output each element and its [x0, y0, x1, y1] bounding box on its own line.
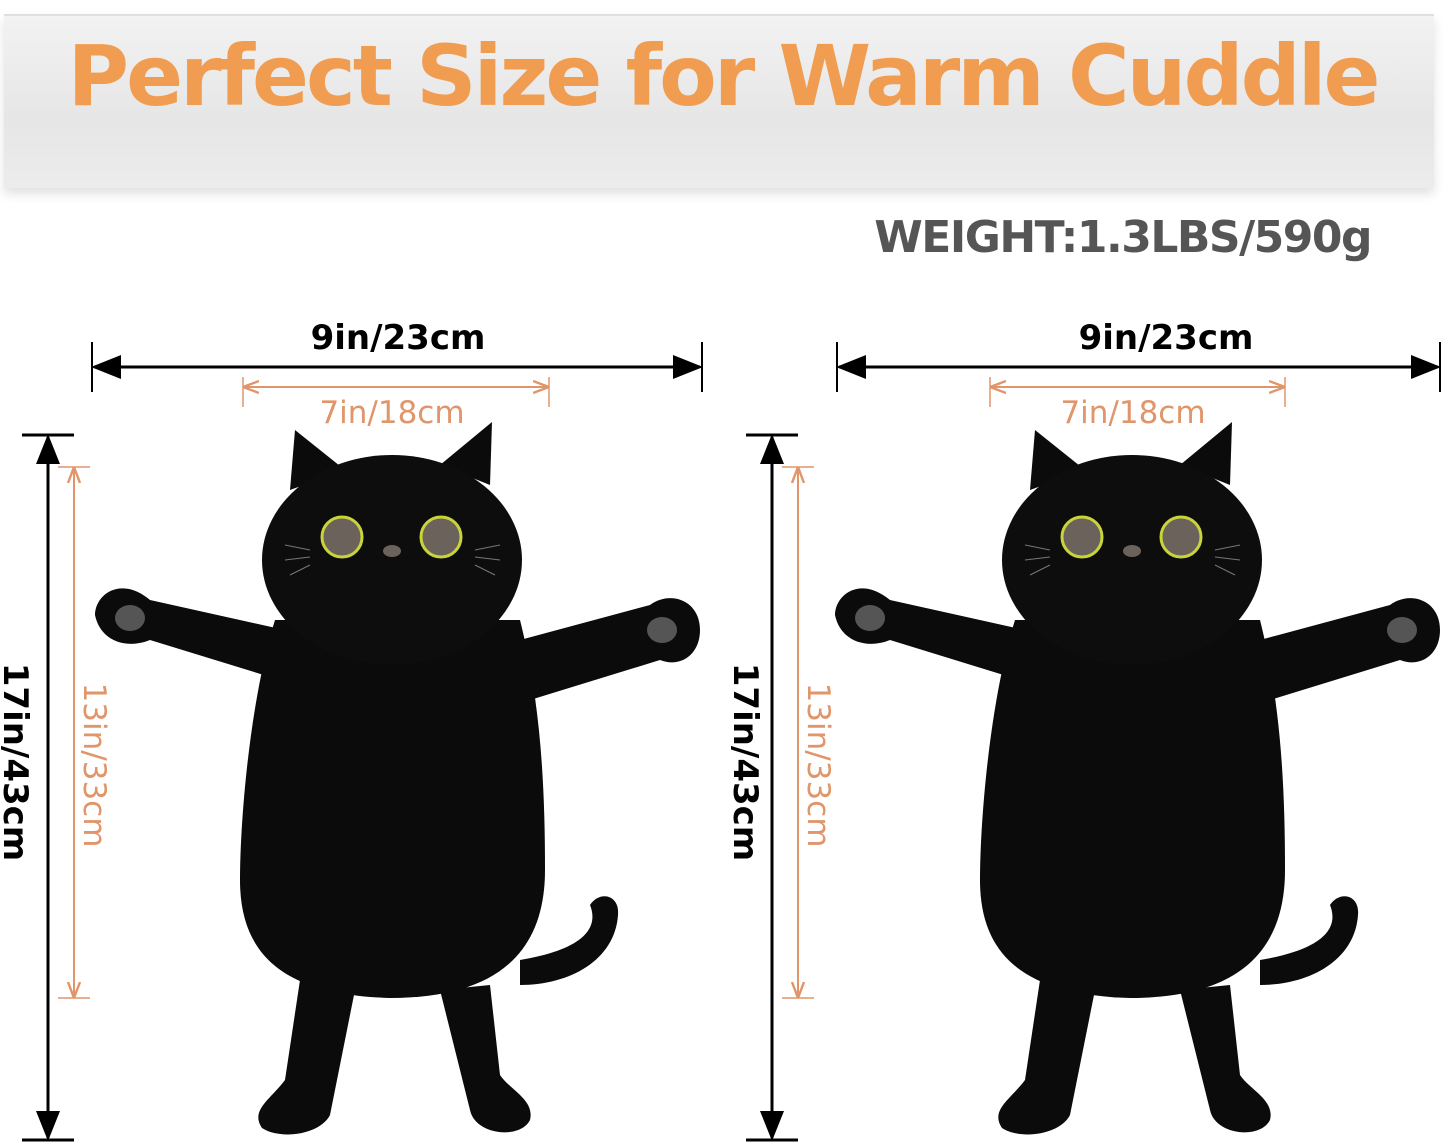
inner-width-label: 7in/18cm	[319, 395, 464, 431]
banner-title: Perfect Size for Warm Cuddle	[67, 27, 1381, 125]
cat-plush-image	[833, 420, 1442, 1136]
inner-height-label: 13in/33cm	[800, 683, 836, 848]
outer-width-label: 9in/23cm	[311, 318, 486, 358]
outer-height-label: 17in/43cm	[0, 663, 35, 862]
title-banner	[4, 14, 1434, 188]
outer-height-label: 17in/43cm	[725, 663, 765, 862]
inner-width-label: 7in/18cm	[1060, 395, 1205, 431]
inner-height-label: 13in/33cm	[76, 683, 112, 848]
cat-right: 9in/23cm 7in/18cm 17in/43cm 13in/33cm	[725, 318, 1442, 1142]
cat-plush-image	[93, 420, 702, 1136]
outer-width-label: 9in/23cm	[1079, 318, 1254, 358]
cat-left: 9in/23cm 7in/18cm 17in/43cm 13in/33cm	[0, 318, 703, 1142]
weight-label: WEIGHT:1.3LBS/590g	[874, 212, 1372, 263]
